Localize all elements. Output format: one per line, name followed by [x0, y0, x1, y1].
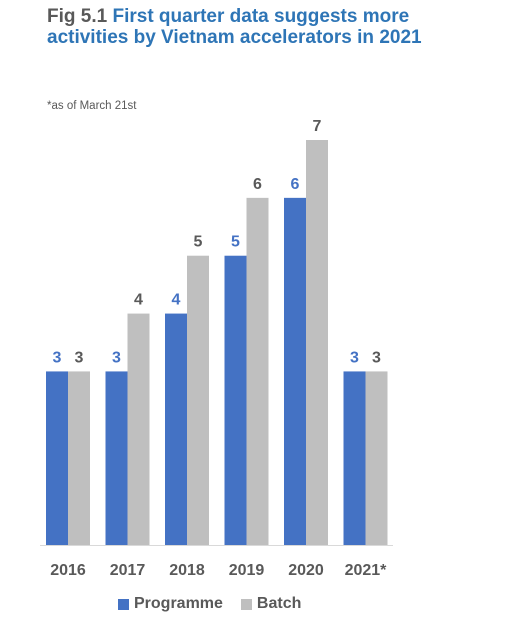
data-label-batch-2017: 4 — [134, 292, 143, 309]
legend-swatch-batch — [240, 598, 252, 610]
data-label-programme-2020: 6 — [291, 176, 300, 193]
data-label-programme-2019: 5 — [231, 234, 240, 251]
bar-programme-2021 — [343, 371, 366, 545]
data-label-batch-2016: 3 — [75, 349, 84, 366]
x-tick-label-2016: 2016 — [50, 562, 86, 579]
x-tick-label-2017: 2017 — [110, 562, 146, 579]
legend-label-batch: Batch — [256, 595, 302, 612]
data-label-batch-2018: 5 — [194, 234, 203, 251]
bar-batch-2021 — [365, 371, 388, 545]
legend-swatch-programme — [118, 598, 129, 610]
bar-programme-2020 — [284, 197, 306, 545]
x-tick-label-2020: 2020 — [288, 562, 324, 579]
legend-label-programme: Programme — [134, 595, 223, 612]
data-label-batch-2020: 7 — [313, 118, 322, 135]
data-label-programme-2017: 3 — [112, 349, 121, 366]
bar-batch-2020 — [306, 140, 328, 545]
figure-number: Fig 5.1 — [47, 6, 108, 27]
bar-batch-2016 — [68, 371, 90, 545]
bar-programme-2017 — [105, 371, 128, 545]
bar-batch-2017 — [127, 313, 150, 545]
title-text: First quarter data suggests more activit… — [47, 6, 422, 48]
data-label-batch-2019: 6 — [253, 176, 262, 193]
bar-programme-2018 — [165, 313, 187, 545]
data-label-batch-2021: 3 — [372, 349, 381, 366]
data-label-programme-2021: 3 — [350, 349, 359, 366]
bar-batch-2018 — [187, 255, 209, 545]
x-tick-label-2021: 2021* — [345, 562, 388, 579]
footnote: *as of March 21st — [47, 100, 137, 112]
x-tick-label-2019: 2019 — [229, 562, 265, 579]
bar-programme-2016 — [46, 371, 68, 545]
chart-title: Fig 5.1 First quarter data suggests more… — [47, 6, 487, 48]
data-label-programme-2018: 4 — [172, 292, 181, 309]
x-tick-label-2018: 2018 — [169, 562, 205, 579]
legend: Programme Batch — [118, 595, 319, 613]
legend-item-batch: Batch — [240, 595, 302, 613]
legend-item-programme: Programme — [118, 595, 223, 613]
bar-batch-2019 — [246, 197, 269, 545]
data-label-programme-2016: 3 — [53, 349, 62, 366]
bar-programme-2019 — [224, 255, 247, 545]
